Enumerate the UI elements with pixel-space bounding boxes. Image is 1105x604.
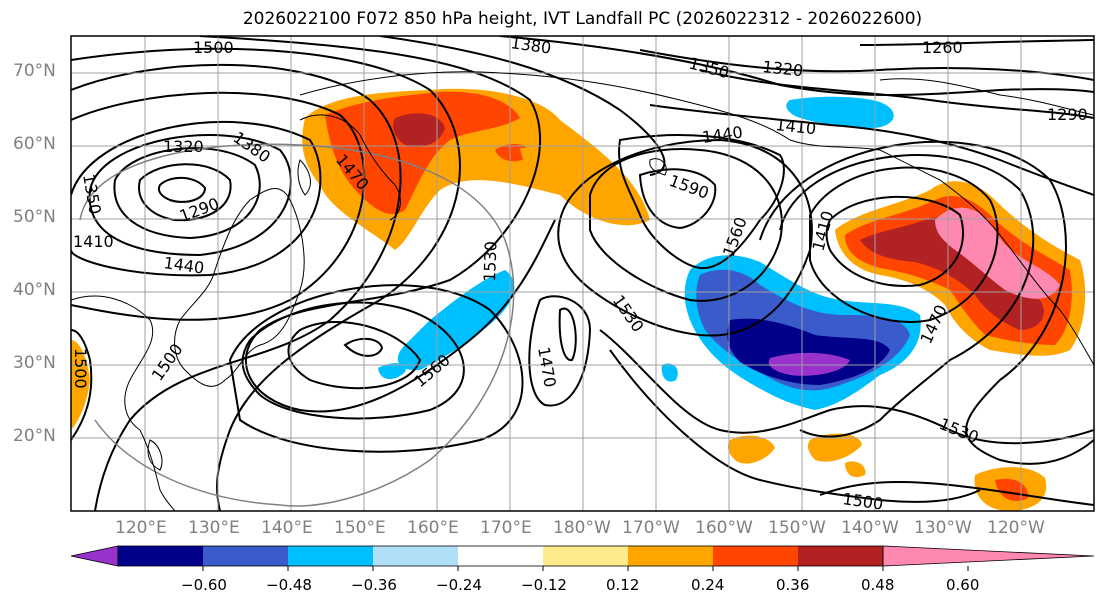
height-contours bbox=[71, 36, 1094, 511]
colorbar-swatch bbox=[713, 546, 798, 566]
colorbar-swatch bbox=[543, 546, 628, 566]
lon-label: 160°E bbox=[407, 518, 459, 538]
lon-label: 150°W bbox=[768, 518, 826, 538]
lat-label-60n: 60°N bbox=[13, 134, 56, 154]
lon-label: 120°E bbox=[115, 518, 167, 538]
lon-label: 130°W bbox=[914, 518, 972, 538]
lat-label-30n: 30°N bbox=[13, 353, 56, 373]
colorbar-outline bbox=[117, 545, 884, 567]
colorbar-swatch bbox=[798, 546, 883, 566]
colorbar-tick-label: −0.60 bbox=[181, 576, 227, 594]
lat-label-50n: 50°N bbox=[13, 207, 56, 227]
contour-label: 1410 bbox=[73, 232, 114, 251]
negative-anomaly-central bbox=[378, 270, 515, 380]
colorbar-tick-label: −0.36 bbox=[351, 576, 397, 594]
range-circle bbox=[79, 143, 515, 507]
negative-anomaly-east bbox=[661, 96, 921, 410]
colorbar-tick-label: 0.48 bbox=[861, 576, 895, 594]
colorbar-tick-label: 0.12 bbox=[606, 576, 640, 594]
coastlines bbox=[71, 71, 1094, 511]
colorbar-swatch bbox=[118, 546, 203, 566]
contour-label: 1290 bbox=[1047, 105, 1088, 124]
contour-label: 1260 bbox=[922, 38, 963, 57]
colorbar-tick-label: 0.36 bbox=[776, 576, 810, 594]
lon-label: 120°W bbox=[987, 518, 1045, 538]
lon-label: 130°E bbox=[188, 518, 240, 538]
lat-label-20n: 20°N bbox=[13, 426, 56, 446]
contour-label: 1500 bbox=[71, 348, 90, 389]
contour-label: 1380 bbox=[509, 33, 552, 57]
map-title: 2026022100 F072 850 hPa height, IVT Land… bbox=[242, 9, 923, 29]
lat-label-70n: 70°N bbox=[13, 61, 56, 81]
lon-label: 170°E bbox=[480, 518, 532, 538]
contour-label: 1320 bbox=[762, 57, 804, 80]
contour-label: 1500 bbox=[841, 489, 884, 513]
lon-label: 180°W bbox=[553, 518, 611, 538]
colorbar-swatch bbox=[458, 546, 543, 566]
colorbar-swatch bbox=[70, 545, 119, 567]
contour-label: 1530 bbox=[480, 241, 500, 282]
colorbar-tick-label: 0.60 bbox=[946, 576, 980, 594]
colorbar-swatch bbox=[203, 546, 288, 566]
map-frame bbox=[70, 35, 1095, 512]
lon-label: 140°E bbox=[261, 518, 313, 538]
contour-label: 1410 bbox=[775, 115, 817, 138]
positive-anomaly-misc bbox=[71, 340, 1047, 511]
colorbar-tick-label: 0.24 bbox=[691, 576, 725, 594]
colorbar-swatch bbox=[882, 545, 1095, 567]
colorbar-swatch bbox=[628, 546, 713, 566]
lon-label: 160°W bbox=[695, 518, 753, 538]
positive-anomaly-west bbox=[302, 88, 650, 250]
positive-anomaly-east bbox=[835, 181, 1086, 356]
contour-label: 1500 bbox=[193, 38, 234, 57]
colorbar-tick-label: −0.48 bbox=[266, 576, 312, 594]
lon-label: 150°E bbox=[334, 518, 386, 538]
grid bbox=[71, 36, 1094, 511]
lon-label: 170°W bbox=[622, 518, 680, 538]
colorbar-swatch bbox=[373, 546, 458, 566]
colorbar-tick-label: −0.12 bbox=[521, 576, 567, 594]
colorbar-tick-label: −0.24 bbox=[436, 576, 482, 594]
contour-label: 1320 bbox=[163, 137, 204, 156]
lon-label: 140°W bbox=[841, 518, 899, 538]
lat-label-40n: 40°N bbox=[13, 280, 56, 300]
colorbar-swatch bbox=[288, 546, 373, 566]
